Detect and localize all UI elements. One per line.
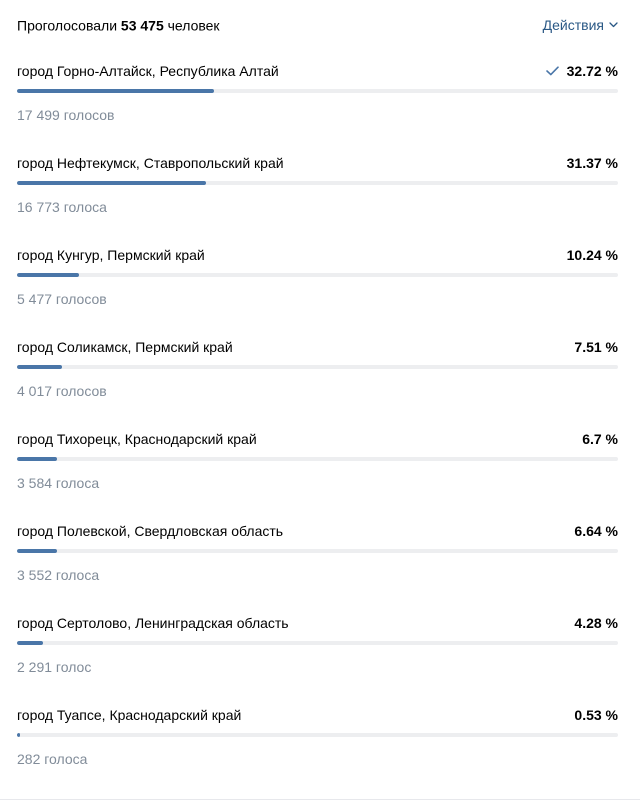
poll-option[interactable]: город Горно-Алтайск, Республика Алтай 32.… [17, 60, 618, 140]
poll-option-bar-track [17, 549, 618, 553]
poll-option-label: город Кунгур, Пермский край [17, 247, 205, 263]
poll-option-votes: 4 017 голосов [17, 383, 107, 399]
votes-total-count: 53 475 [120, 17, 164, 34]
poll-option-label: город Туапсе, Краснодарский край [17, 707, 242, 723]
poll-option-percent: 31.37 % [566, 155, 618, 171]
poll-option-percent: 32.72 % [566, 63, 618, 79]
poll-option-result: 31.37 % [567, 155, 618, 171]
poll-option-bar-fill [17, 733, 21, 737]
poll-option-votes: 3 552 голоса [17, 567, 100, 583]
poll-option-percent: 0.53 % [574, 707, 618, 723]
poll-option-label: город Сертолово, Ленинградская область [17, 615, 289, 631]
poll-option-votes: 5 477 голосов [17, 291, 107, 307]
poll-option-votes: 2 291 голос [17, 659, 92, 675]
poll-option-bar-fill [17, 89, 214, 93]
poll-option-result: 6.7 % [582, 431, 618, 447]
poll-option-bar-fill [17, 641, 43, 645]
poll-option-bar-track [17, 641, 618, 645]
poll-option-result: 7.51 % [574, 339, 618, 355]
poll-option-bar-fill [17, 273, 79, 277]
poll-option-bar-fill [17, 365, 63, 369]
votes-summary: Проголосовали 53 475 человек [17, 16, 220, 34]
poll-option-bar-fill [17, 457, 58, 461]
poll-option-bar-track [17, 181, 618, 185]
votes-summary-suffix: человек [167, 17, 220, 34]
chevron-down-icon [609, 22, 618, 28]
poll-option-percent: 6.7 % [582, 431, 618, 447]
poll-option-bar-track [17, 733, 618, 737]
poll-option-bar-track [17, 89, 618, 93]
votes-summary-prefix: Проголосовали [17, 17, 118, 34]
poll-option[interactable]: город Туапсе, Краснодарский край 0.53 % 28… [17, 704, 618, 784]
actions-label: Действия [542, 17, 604, 33]
poll-option-percent: 10.24 % [566, 247, 618, 263]
poll-option-bar-track [17, 457, 618, 461]
poll-option-bar-track [17, 365, 618, 369]
actions-dropdown[interactable]: Действия [543, 17, 618, 33]
poll-option[interactable]: город Соликамск, Пермский край 7.51 % 4 01… [17, 336, 618, 416]
poll-option-result: 0.53 % [574, 707, 618, 723]
poll-option-label: город Горно-Алтайск, Республика Алтай [17, 63, 279, 79]
poll-option-votes: 282 голоса [17, 751, 88, 767]
poll-option[interactable]: город Тихорецк, Краснодарский край 6.7 % 3… [17, 428, 618, 508]
poll-option-percent: 4.28 % [574, 615, 618, 631]
poll-option-result: 32.72 % [545, 63, 618, 79]
poll-option-label: город Полевской, Свердловская область [17, 523, 284, 539]
poll-option-votes: 16 773 голоса [17, 199, 107, 215]
poll-option-result: 10.24 % [567, 247, 618, 263]
poll-option-label: город Тихорецк, Краснодарский край [17, 431, 257, 447]
poll-option-label: город Соликамск, Пермский край [17, 339, 233, 355]
poll-option-percent: 7.51 % [574, 339, 618, 355]
poll-option-result: 6.64 % [574, 523, 618, 539]
poll-option-votes: 17 499 голосов [17, 107, 115, 123]
poll-option-percent: 6.64 % [574, 523, 618, 539]
poll-option-bar-fill [17, 181, 206, 185]
poll-option-bar-track [17, 273, 618, 277]
poll-option[interactable]: город Полевской, Свердловская область 6.6… [17, 520, 618, 600]
poll-option-bar-fill [17, 549, 57, 553]
poll-option[interactable]: город Сертолово, Ленинградская область 4.… [17, 612, 618, 692]
poll-option[interactable]: город Кунгур, Пермский край 10.24 % 5 477 … [17, 244, 618, 324]
poll-option-label: город Нефтекумск, Ставропольский край [17, 155, 284, 171]
poll-option-result: 4.28 % [574, 615, 618, 631]
poll-option[interactable]: город Нефтекумск, Ставропольский край 31.… [17, 152, 618, 232]
poll-option-votes: 3 584 голоса [17, 475, 100, 491]
poll-header: Проголосовали 53 475 человек Действия [17, 14, 618, 36]
checkmark-icon [545, 66, 559, 76]
